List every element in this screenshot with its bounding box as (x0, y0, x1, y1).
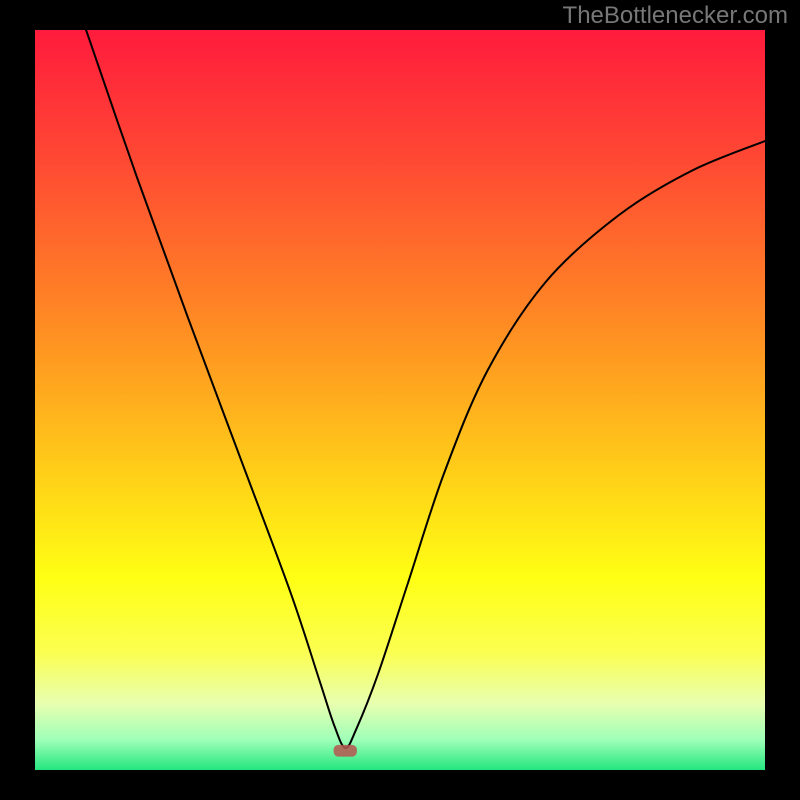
gradient-background (35, 30, 765, 770)
optimum-marker (334, 745, 357, 757)
chart-canvas: TheBottlenecker.com (0, 0, 800, 800)
watermark-text: TheBottlenecker.com (563, 2, 788, 30)
plot-svg (35, 30, 765, 770)
plot-area (35, 30, 765, 770)
